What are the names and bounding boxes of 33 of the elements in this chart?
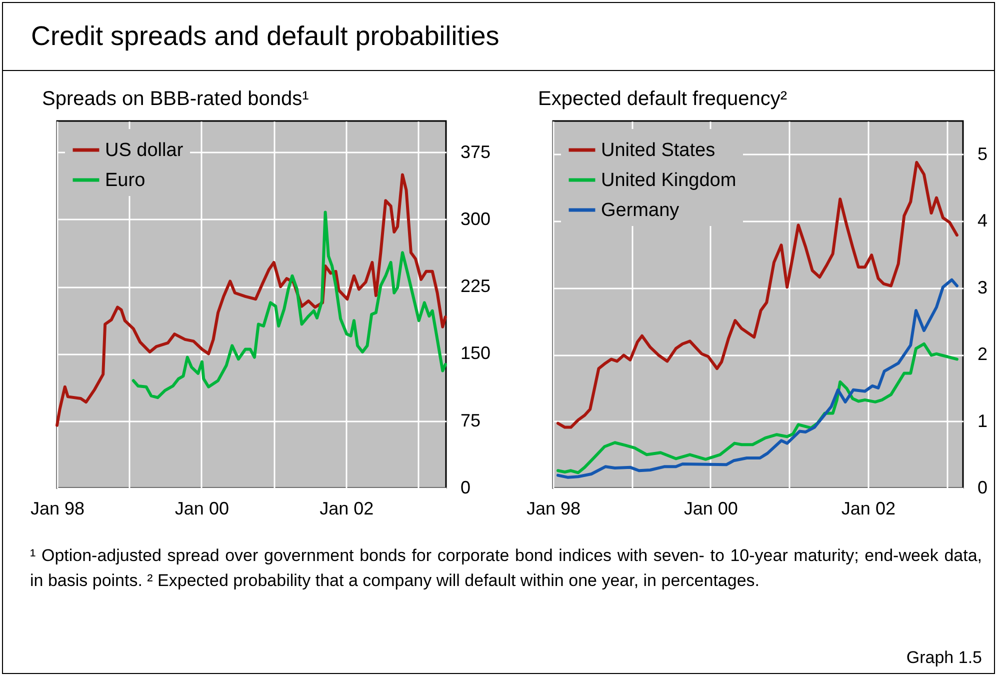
legend-label: Euro [105, 170, 146, 191]
y-tick-label: 1 [978, 410, 988, 431]
y-tick-label: 2 [978, 344, 988, 364]
y-tick-label: 150 [460, 343, 491, 364]
chart-title: Credit spreads and default probabilities [3, 3, 994, 71]
y-tick-label: 225 [460, 276, 491, 296]
legend-label: US dollar [105, 140, 184, 161]
chart-subtitle: Spreads on BBB-rated bonds¹ [42, 88, 310, 110]
legend-label: Germany [601, 200, 680, 221]
line-series [56, 173, 447, 427]
x-tick-label: Jan 98 [30, 498, 85, 518]
y-tick-label: 3 [978, 277, 988, 298]
y-tick-label: 375 [460, 142, 491, 162]
x-tick-label: Jan 02 [841, 498, 896, 518]
y-tick-label: 5 [978, 144, 988, 164]
y-tick-label: 0 [978, 478, 988, 498]
caption: Graph 1.5 [905, 648, 982, 668]
line-series [556, 342, 958, 474]
text: ¹ Option-adjusted spread over government bonds for corporate bond indices with seven- to 10-year maturity; end-week data, in basis points. ² Expected probability that a company will default within one year, in percentages. [30, 545, 982, 592]
y-tick-label: 300 [460, 208, 491, 229]
y-tick-label: 0 [460, 478, 471, 498]
legend-label: United States [601, 140, 716, 161]
y-tick-label: 75 [460, 410, 481, 430]
x-tick-label: Jan 00 [684, 498, 738, 518]
x-tick-label: Jan 00 [174, 498, 229, 518]
legend-label: United Kingdom [601, 170, 736, 191]
line-series [556, 160, 958, 429]
y-tick-label: 4 [978, 210, 988, 231]
x-tick-label: Jan 02 [320, 498, 374, 518]
x-tick-label: Jan 98 [526, 498, 581, 518]
chart-title: Expected default frequency² [538, 88, 788, 110]
line-series [132, 210, 447, 400]
line-series [556, 278, 958, 479]
